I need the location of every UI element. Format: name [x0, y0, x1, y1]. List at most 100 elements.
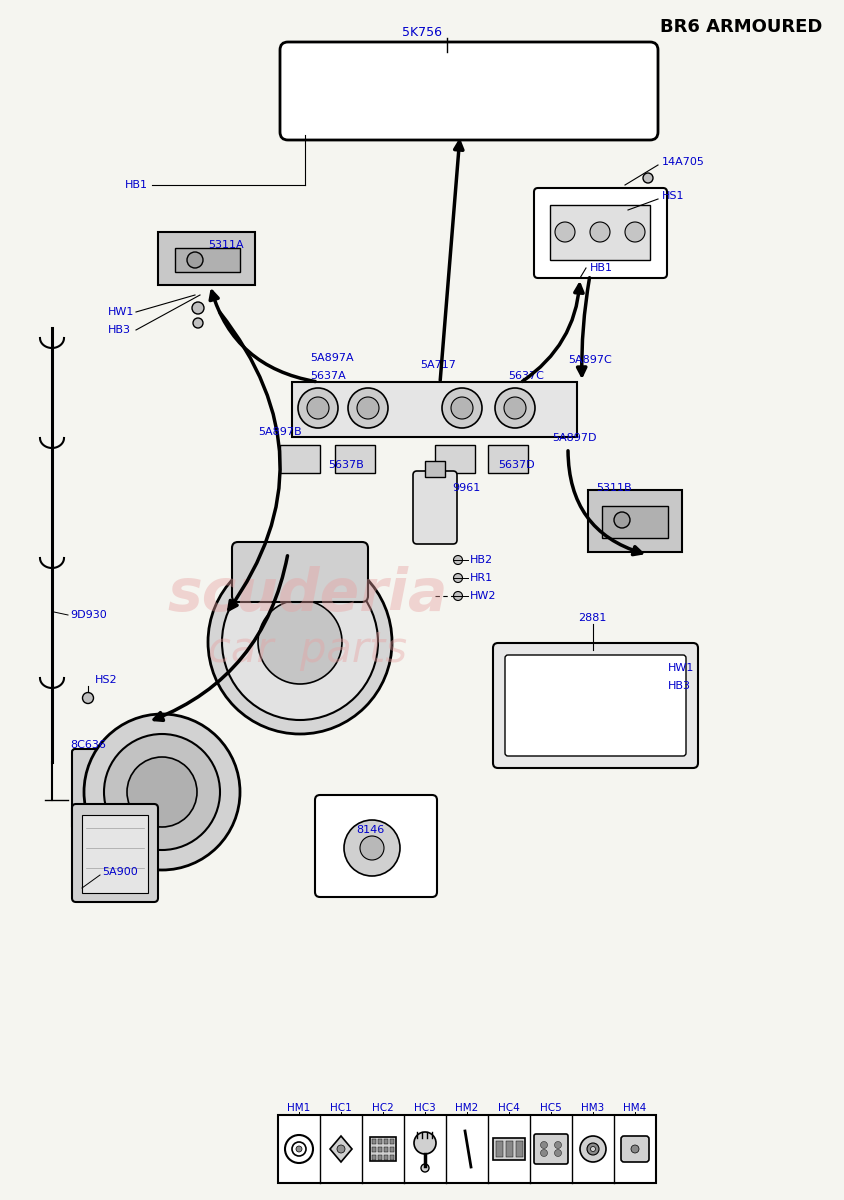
Circle shape — [554, 1141, 560, 1148]
Bar — [377, 1139, 381, 1144]
Circle shape — [356, 397, 379, 419]
Bar — [278, 1115, 655, 1183]
Bar — [488, 445, 528, 473]
Text: 5A897C: 5A897C — [567, 355, 611, 365]
Bar — [506, 1141, 512, 1157]
Circle shape — [84, 786, 92, 794]
Circle shape — [453, 592, 462, 600]
FancyBboxPatch shape — [533, 1134, 567, 1164]
Circle shape — [187, 252, 203, 268]
FancyBboxPatch shape — [72, 749, 146, 830]
Bar — [425, 461, 445, 476]
FancyBboxPatch shape — [72, 804, 158, 902]
Circle shape — [630, 1145, 638, 1153]
Text: 5637D: 5637D — [497, 460, 534, 470]
Text: HS2: HS2 — [95, 674, 117, 685]
Text: 8146: 8146 — [355, 826, 384, 835]
Text: 5K756: 5K756 — [402, 25, 441, 38]
Circle shape — [295, 1146, 301, 1152]
Bar — [492, 1138, 524, 1160]
Text: 5A897B: 5A897B — [257, 427, 301, 437]
Circle shape — [348, 388, 387, 428]
Polygon shape — [587, 490, 681, 552]
Text: HC3: HC3 — [414, 1103, 436, 1114]
Text: 5311B: 5311B — [595, 482, 630, 493]
Bar — [383, 1147, 387, 1152]
Circle shape — [614, 512, 630, 528]
FancyBboxPatch shape — [492, 643, 697, 768]
Circle shape — [495, 388, 534, 428]
Circle shape — [554, 1150, 560, 1157]
Text: HM4: HM4 — [623, 1103, 646, 1114]
FancyBboxPatch shape — [533, 188, 666, 278]
Circle shape — [298, 388, 338, 428]
Circle shape — [414, 1132, 436, 1154]
FancyBboxPatch shape — [279, 42, 657, 140]
Circle shape — [625, 222, 644, 242]
Circle shape — [642, 173, 652, 182]
Circle shape — [192, 318, 203, 328]
Text: HB3: HB3 — [108, 325, 131, 335]
Polygon shape — [330, 1136, 352, 1162]
Circle shape — [257, 600, 342, 684]
Text: HB1: HB1 — [125, 180, 148, 190]
Circle shape — [83, 692, 94, 703]
Polygon shape — [601, 506, 668, 538]
Bar — [549, 205, 649, 260]
Circle shape — [306, 397, 328, 419]
Circle shape — [127, 757, 197, 827]
Text: HW1: HW1 — [108, 307, 134, 317]
Circle shape — [555, 222, 574, 242]
Text: 2881: 2881 — [577, 613, 606, 623]
Text: HM2: HM2 — [455, 1103, 478, 1114]
FancyBboxPatch shape — [620, 1136, 648, 1162]
Text: HC4: HC4 — [497, 1103, 519, 1114]
Bar — [292, 382, 576, 437]
Circle shape — [441, 388, 481, 428]
Circle shape — [652, 662, 663, 673]
Bar — [334, 445, 375, 473]
Bar — [377, 1147, 381, 1152]
Text: 5A717: 5A717 — [419, 360, 455, 370]
Text: 9D930: 9D930 — [70, 610, 106, 620]
Bar — [370, 1138, 396, 1162]
Circle shape — [84, 714, 240, 870]
Text: scuderia: scuderia — [168, 566, 447, 624]
Text: 5A897A: 5A897A — [310, 353, 353, 362]
Circle shape — [420, 1164, 429, 1172]
Text: 8C636: 8C636 — [70, 740, 106, 750]
Bar — [279, 445, 320, 473]
Circle shape — [540, 1141, 547, 1148]
Text: HS1: HS1 — [661, 191, 684, 200]
Circle shape — [503, 397, 525, 419]
Bar — [435, 445, 474, 473]
Bar — [390, 1154, 393, 1160]
Circle shape — [120, 786, 127, 794]
Text: HC5: HC5 — [539, 1103, 561, 1114]
Bar — [390, 1147, 393, 1152]
Text: HM1: HM1 — [287, 1103, 311, 1114]
Circle shape — [208, 550, 392, 734]
Bar — [82, 815, 148, 893]
Bar — [390, 1139, 393, 1144]
Text: HR1: HR1 — [469, 572, 493, 583]
Text: HB1: HB1 — [589, 263, 612, 272]
Text: HB2: HB2 — [469, 554, 493, 565]
Circle shape — [589, 222, 609, 242]
Circle shape — [540, 1150, 547, 1157]
FancyBboxPatch shape — [505, 655, 685, 756]
Text: HC2: HC2 — [371, 1103, 393, 1114]
Text: HM3: HM3 — [581, 1103, 604, 1114]
Circle shape — [337, 1145, 344, 1153]
Bar — [371, 1139, 376, 1144]
Text: car  parts: car parts — [208, 629, 407, 671]
Bar — [516, 1141, 522, 1157]
Text: 5A897D: 5A897D — [551, 433, 596, 443]
Circle shape — [587, 1142, 598, 1154]
Text: HC1: HC1 — [330, 1103, 351, 1114]
Polygon shape — [158, 232, 255, 284]
Text: HW1: HW1 — [668, 662, 694, 673]
Bar — [495, 1141, 502, 1157]
Text: 5637A: 5637A — [310, 371, 345, 382]
Bar — [377, 1154, 381, 1160]
